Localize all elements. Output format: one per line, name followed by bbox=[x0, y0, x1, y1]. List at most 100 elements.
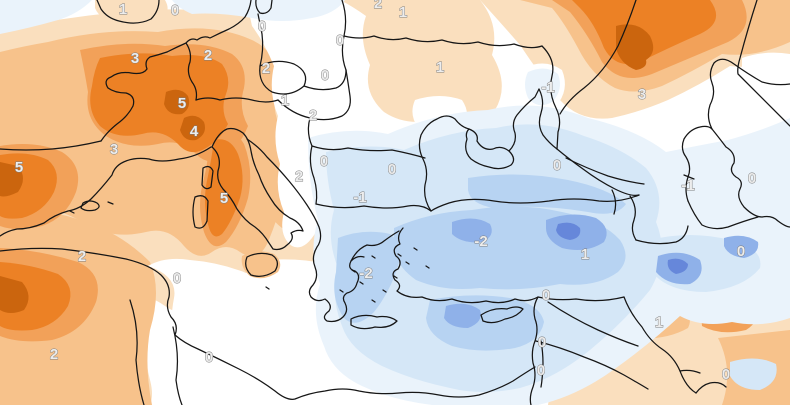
coastline bbox=[681, 125, 713, 202]
warm-fill-region bbox=[0, 276, 29, 313]
coastline bbox=[100, 51, 168, 142]
anomaly-value-label: -1 bbox=[681, 177, 694, 194]
anomaly-value-label: 0 bbox=[205, 349, 213, 366]
country-border bbox=[343, 35, 543, 49]
coastline bbox=[707, 58, 790, 130]
anomaly-value-label: 0 bbox=[722, 366, 730, 383]
anomaly-value-label: 0 bbox=[171, 2, 179, 19]
anomaly-value-label: 0 bbox=[537, 362, 545, 379]
warm-fill-region bbox=[616, 24, 654, 70]
anomaly-value-label: 2 bbox=[295, 168, 303, 185]
island-outline bbox=[69, 200, 114, 214]
anomaly-value-label: 0 bbox=[737, 243, 745, 260]
anomaly-value-label: 0 bbox=[748, 170, 756, 187]
anomaly-value-label: -1 bbox=[353, 189, 366, 206]
anomaly-value-label: 0 bbox=[553, 157, 561, 174]
coastline bbox=[0, 140, 102, 151]
country-border bbox=[309, 145, 318, 205]
anomaly-value-label: 2 bbox=[204, 47, 212, 64]
coastline bbox=[508, 88, 540, 152]
country-border bbox=[635, 225, 689, 245]
coastline bbox=[350, 230, 400, 262]
cool-fill-region bbox=[0, 0, 92, 34]
warm-fill-region bbox=[205, 139, 243, 237]
anomaly-value-label: 2 bbox=[262, 60, 270, 77]
anomaly-value-label: -2 bbox=[359, 265, 372, 282]
country-border bbox=[195, 97, 279, 103]
country-border bbox=[307, 117, 313, 147]
cool-fill-region bbox=[667, 258, 688, 274]
anomaly-value-label: 3 bbox=[110, 141, 118, 158]
country-border bbox=[303, 69, 347, 91]
coastline bbox=[556, 148, 640, 196]
country-border bbox=[541, 45, 561, 150]
anomaly-value-label: 0 bbox=[388, 161, 396, 178]
island-outline bbox=[192, 195, 209, 229]
anomaly-value-label: 0 bbox=[542, 287, 550, 304]
cool-fill-region bbox=[468, 174, 626, 214]
coastline bbox=[246, 138, 365, 323]
neutral-fill-region bbox=[148, 258, 262, 405]
cool-fill-region bbox=[724, 235, 759, 258]
country-border bbox=[129, 299, 145, 405]
anomaly-value-label: 2 bbox=[50, 346, 58, 363]
anomaly-value-label: 3 bbox=[638, 86, 646, 103]
coastline bbox=[255, 0, 273, 15]
coastline bbox=[529, 296, 539, 405]
neutral-fill-region bbox=[740, 52, 790, 124]
cool-fill-region bbox=[556, 222, 581, 240]
country-border bbox=[277, 69, 351, 121]
coastline bbox=[711, 128, 790, 228]
country-border bbox=[185, 42, 198, 101]
cool-fill-region bbox=[452, 218, 492, 243]
country-border bbox=[311, 145, 426, 159]
island-outline bbox=[339, 247, 430, 303]
country-border bbox=[565, 157, 645, 185]
country-border bbox=[679, 369, 727, 394]
anomaly-value-label: 5 bbox=[178, 95, 186, 112]
anomaly-value-label: 1 bbox=[436, 59, 444, 76]
anomaly-value-label: 1 bbox=[655, 314, 663, 331]
country-border bbox=[623, 296, 697, 394]
cool-fill-region bbox=[444, 303, 481, 328]
coastline bbox=[211, 127, 304, 251]
country-border bbox=[540, 340, 544, 388]
island-outline bbox=[350, 314, 398, 330]
coastline bbox=[465, 128, 515, 170]
island-outline bbox=[245, 252, 279, 290]
coastline bbox=[392, 227, 539, 304]
anomaly-value-label: -1 bbox=[541, 79, 554, 96]
country-border bbox=[737, 0, 790, 127]
anomaly-value-label: 0 bbox=[538, 334, 546, 351]
coastline bbox=[538, 88, 558, 150]
anomaly-value-label: 1 bbox=[581, 246, 589, 263]
country-border bbox=[547, 301, 639, 347]
coastline bbox=[418, 115, 470, 212]
anomaly-value-label: 5 bbox=[15, 159, 23, 176]
country-border bbox=[537, 296, 625, 302]
anomaly-value-label: 2 bbox=[374, 0, 382, 12]
anomaly-value-label: 3 bbox=[131, 50, 139, 67]
anomaly-value-label: 1 bbox=[399, 4, 407, 21]
country-border bbox=[257, 13, 264, 67]
anomaly-value-label: 1 bbox=[281, 92, 289, 109]
anomaly-value-label: 0 bbox=[321, 67, 329, 84]
anomaly-value-label: 0 bbox=[336, 32, 344, 49]
cool-fill-region bbox=[334, 231, 400, 323]
country-border bbox=[611, 189, 637, 241]
country-border bbox=[559, 0, 637, 115]
anomaly-value-label: 2 bbox=[309, 107, 317, 124]
anomaly-value-label: 0 bbox=[173, 270, 181, 287]
coastline bbox=[96, 0, 160, 24]
coastline bbox=[430, 194, 640, 212]
country-border bbox=[315, 203, 432, 212]
anomaly-value-label: -2 bbox=[474, 233, 487, 250]
coastline bbox=[0, 247, 536, 400]
country-border bbox=[172, 326, 183, 405]
country-border bbox=[535, 340, 649, 390]
anomaly-value-label: 0 bbox=[258, 18, 266, 35]
